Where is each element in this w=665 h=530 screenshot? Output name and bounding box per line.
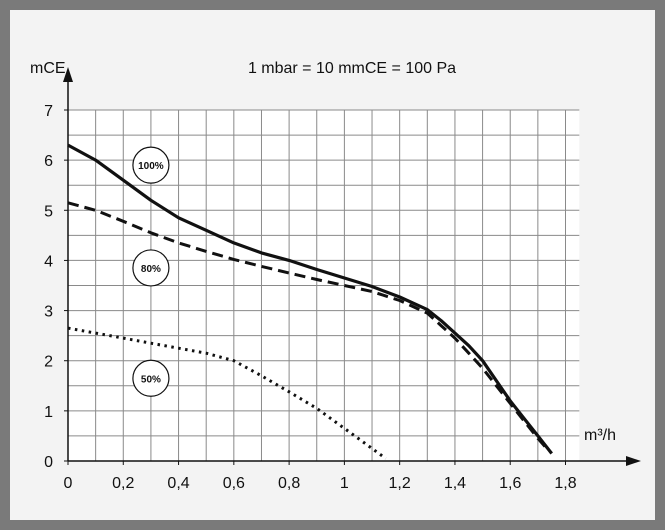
series-badge-label: 100% (138, 161, 164, 172)
series-badge (132, 359, 170, 397)
y-tick-label: 1 (44, 404, 53, 421)
y-axis-arrow (63, 67, 73, 82)
y-tick-label: 7 (44, 103, 53, 120)
x-tick-label: 0 (64, 475, 73, 492)
y-tick-label: 5 (44, 203, 53, 220)
y-tick-label: 2 (44, 354, 53, 371)
x-tick-label: 0,8 (278, 475, 300, 492)
series-badge (132, 146, 170, 184)
x-tick-label: 0,4 (167, 475, 189, 492)
series-badge-label: 80% (141, 264, 161, 275)
x-tick-label: 1,8 (554, 475, 576, 492)
x-axis-arrow (626, 456, 641, 466)
unit-annotation: 1 mbar = 10 mmCE = 100 Pa (248, 60, 456, 77)
series-badge-label: 50% (141, 374, 161, 385)
y-tick-label: 6 (44, 153, 53, 170)
series-line (67, 201, 551, 452)
x-tick-label: 1,6 (499, 475, 521, 492)
x-tick-label: 1 (340, 475, 349, 492)
series-badge (132, 249, 170, 287)
y-tick-label: 0 (44, 454, 53, 471)
series-line (67, 143, 553, 455)
y-tick-label: 3 (44, 304, 53, 321)
x-tick-label: 0,6 (223, 475, 245, 492)
x-axis-label: m³/h (584, 427, 616, 444)
x-tick-label: 0,2 (112, 475, 134, 492)
y-axis-label: mCE (30, 60, 66, 77)
y-tick-label: 4 (44, 253, 53, 270)
x-tick-label: 1,4 (444, 475, 466, 492)
x-tick-label: 1,2 (389, 475, 411, 492)
